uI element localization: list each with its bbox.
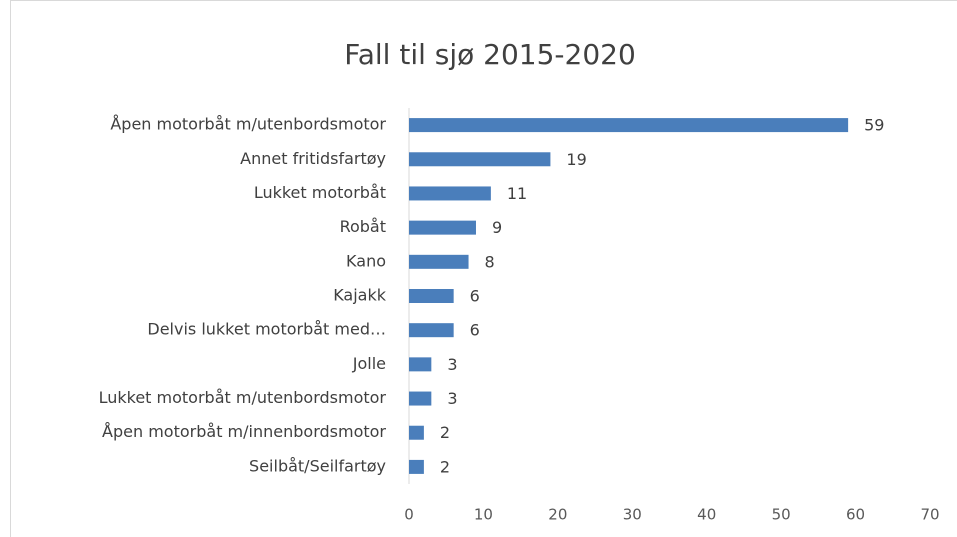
x-tick-label: 30	[623, 506, 642, 524]
bar	[409, 220, 476, 235]
bar	[409, 323, 454, 338]
bar	[409, 357, 432, 372]
y-tick-label: Åpen motorbåt m/utenbordsmotor	[110, 115, 386, 134]
y-tick-label: Kajakk	[333, 286, 387, 305]
data-label: 19	[566, 150, 586, 169]
data-label: 2	[440, 457, 450, 476]
data-label: 3	[447, 389, 457, 408]
data-label: 2	[440, 423, 450, 442]
y-tick-label: Annet fritidsfartøy	[240, 149, 386, 168]
x-tick-label: 0	[404, 506, 414, 524]
bar	[409, 118, 849, 133]
x-tick-label: 40	[697, 506, 716, 524]
x-tick-label: 10	[474, 506, 493, 524]
data-label: 9	[492, 218, 502, 237]
data-label: 8	[485, 252, 495, 271]
y-tick-label: Lukket motorbåt	[254, 183, 386, 202]
bar	[409, 391, 432, 406]
y-tick-label: Åpen motorbåt m/innenbordsmotor	[102, 422, 386, 441]
x-tick-label: 20	[548, 506, 567, 524]
data-label: 11	[507, 184, 527, 203]
data-label: 6	[470, 321, 480, 340]
y-tick-label: Kano	[346, 251, 386, 270]
bar	[409, 289, 454, 303]
y-tick-label: Delvis lukket motorbåt med…	[147, 320, 386, 339]
data-label: 59	[864, 116, 884, 135]
x-tick-label: 60	[846, 506, 865, 524]
chart-title: Fall til sjø 2015-2020	[344, 38, 636, 71]
data-label: 6	[470, 287, 480, 306]
y-tick-label: Jolle	[352, 354, 386, 373]
bar	[409, 152, 551, 167]
y-tick-label: Lukket motorbåt m/utenbordsmotor	[99, 388, 387, 407]
bar	[409, 254, 469, 269]
data-label: 3	[447, 355, 457, 374]
bar	[409, 425, 424, 440]
y-tick-label: Robåt	[340, 217, 386, 236]
y-tick-label: Seilbåt/Seilfartøy	[249, 456, 386, 475]
bar	[409, 459, 424, 474]
x-tick-label: 70	[920, 506, 939, 524]
chart-frame	[10, 0, 957, 537]
x-tick-label: 50	[772, 506, 791, 524]
bar	[409, 186, 491, 201]
